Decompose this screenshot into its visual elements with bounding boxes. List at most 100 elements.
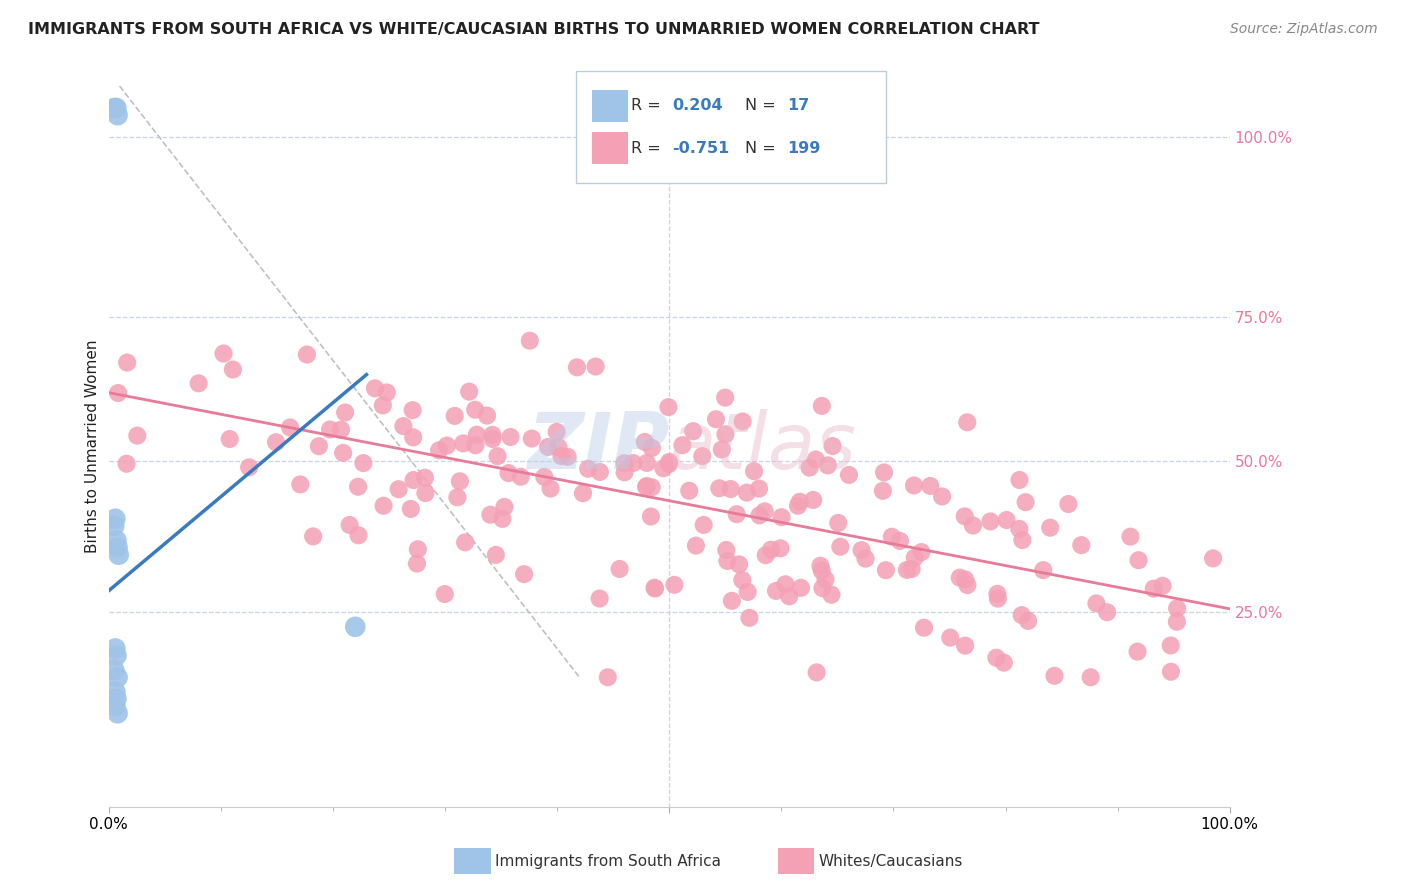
Point — [107, 108, 129, 122]
Point — [820, 588, 842, 602]
Point — [415, 486, 437, 500]
Point — [352, 456, 374, 470]
Point — [838, 467, 860, 482]
Point — [806, 665, 828, 680]
Point — [685, 539, 707, 553]
Point — [759, 542, 782, 557]
Point — [218, 432, 240, 446]
Text: atlas: atlas — [669, 409, 858, 484]
Point — [636, 479, 658, 493]
Point — [770, 510, 793, 524]
Point — [486, 449, 509, 463]
Point — [873, 466, 896, 480]
Point — [956, 578, 979, 592]
Point — [1160, 639, 1182, 653]
Point — [775, 577, 797, 591]
Point — [778, 590, 800, 604]
Point — [634, 434, 657, 449]
Point — [330, 423, 353, 437]
Point — [962, 518, 984, 533]
Point — [481, 432, 503, 446]
Point — [716, 554, 738, 568]
Text: 17: 17 — [787, 98, 810, 112]
Point — [1095, 605, 1118, 619]
Point — [458, 384, 481, 399]
Point — [931, 490, 953, 504]
Point — [449, 475, 471, 489]
Point — [446, 491, 468, 505]
Point — [105, 533, 128, 548]
Point — [904, 550, 927, 565]
Point — [443, 409, 465, 423]
Point — [107, 548, 129, 562]
Point — [1057, 497, 1080, 511]
Point — [658, 457, 681, 471]
Point — [830, 540, 852, 554]
Point — [540, 482, 562, 496]
Point — [1143, 582, 1166, 596]
Point — [827, 516, 849, 530]
Point — [821, 439, 844, 453]
Y-axis label: Births to Unmarried Women: Births to Unmarried Women — [86, 340, 100, 553]
Point — [748, 508, 770, 523]
Point — [910, 545, 932, 559]
Text: R =: R = — [631, 98, 666, 112]
Point — [851, 543, 873, 558]
Point — [520, 432, 543, 446]
Point — [1152, 579, 1174, 593]
Point — [613, 466, 636, 480]
Point — [588, 591, 610, 606]
Point — [371, 399, 394, 413]
Point — [810, 558, 832, 573]
Point — [613, 456, 636, 470]
Point — [107, 541, 129, 555]
Point — [704, 412, 727, 426]
Point — [1032, 563, 1054, 577]
Point — [104, 641, 127, 656]
Point — [1160, 665, 1182, 679]
Point — [810, 564, 832, 578]
Point — [903, 478, 925, 492]
Point — [103, 101, 125, 115]
Point — [572, 486, 595, 500]
Point — [995, 513, 1018, 527]
Point — [1128, 553, 1150, 567]
Point — [789, 495, 811, 509]
Point — [238, 460, 260, 475]
Point — [872, 483, 894, 498]
Point — [889, 533, 911, 548]
Point — [731, 414, 754, 428]
Point — [1119, 530, 1142, 544]
Point — [557, 450, 579, 464]
Point — [875, 563, 897, 577]
Point — [402, 473, 425, 487]
Point — [728, 558, 751, 572]
Point — [347, 480, 370, 494]
Point — [714, 427, 737, 442]
Point — [755, 548, 778, 562]
Point — [589, 465, 612, 479]
Point — [427, 443, 450, 458]
Point — [720, 482, 742, 496]
Point — [585, 359, 607, 374]
Point — [986, 650, 1008, 665]
Point — [464, 402, 486, 417]
Point — [769, 541, 792, 556]
Point — [332, 446, 354, 460]
Point — [678, 483, 700, 498]
Point — [810, 399, 832, 413]
Point — [333, 405, 356, 419]
Point — [979, 515, 1001, 529]
Point — [436, 438, 458, 452]
Point — [187, 376, 209, 391]
Point — [1126, 645, 1149, 659]
Point — [900, 562, 922, 576]
Point — [264, 435, 287, 450]
Point — [811, 581, 834, 595]
Point — [1017, 614, 1039, 628]
Point — [716, 543, 738, 558]
Point — [671, 438, 693, 452]
Point — [491, 512, 513, 526]
Point — [339, 518, 361, 533]
Point — [939, 631, 962, 645]
